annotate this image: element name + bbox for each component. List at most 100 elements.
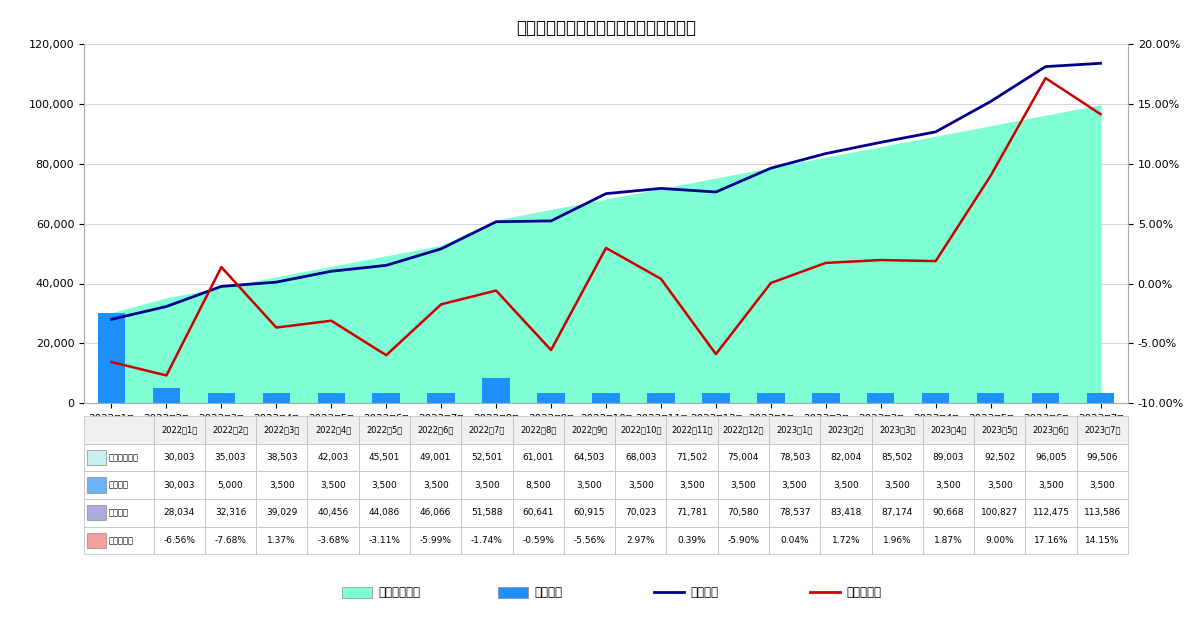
Text: 3,500: 3,500 <box>781 481 808 490</box>
Bar <box>461 471 512 499</box>
Bar <box>769 471 821 499</box>
Text: 2022年2月: 2022年2月 <box>212 425 248 434</box>
Bar <box>359 416 410 444</box>
Bar <box>974 527 1026 554</box>
Bar <box>923 499 974 527</box>
Bar <box>593 392 619 403</box>
Text: 113,586: 113,586 <box>1084 508 1121 517</box>
Text: 2022年6月: 2022年6月 <box>418 425 454 434</box>
Text: 評価金額: 評価金額 <box>109 508 130 517</box>
Bar <box>718 527 769 554</box>
Bar <box>923 527 974 554</box>
Text: 45,501: 45,501 <box>368 453 400 462</box>
Bar <box>616 499 666 527</box>
Bar <box>359 499 410 527</box>
Bar <box>97 313 125 403</box>
Bar <box>1026 499 1076 527</box>
Bar <box>769 527 821 554</box>
Bar <box>86 450 107 465</box>
Text: 評価損益率: 評価損益率 <box>846 586 881 598</box>
Bar <box>923 471 974 499</box>
Bar <box>564 416 616 444</box>
Bar <box>564 471 616 499</box>
Text: 3,500: 3,500 <box>936 481 961 490</box>
Text: 30,003: 30,003 <box>163 481 194 490</box>
Bar <box>666 416 718 444</box>
Text: 35,003: 35,003 <box>215 453 246 462</box>
Text: 0.04%: 0.04% <box>780 536 809 545</box>
Bar <box>154 471 205 499</box>
Text: -7.68%: -7.68% <box>215 536 246 545</box>
Text: 60,915: 60,915 <box>574 508 605 517</box>
Bar <box>307 499 359 527</box>
Text: 2023年2月: 2023年2月 <box>828 425 864 434</box>
Bar <box>307 416 359 444</box>
Bar <box>359 527 410 554</box>
Bar <box>871 471 923 499</box>
Text: 8,500: 8,500 <box>526 481 551 490</box>
Text: 2022年11月: 2022年11月 <box>671 425 713 434</box>
Text: 70,023: 70,023 <box>625 508 656 517</box>
Text: 60,641: 60,641 <box>522 508 554 517</box>
Bar <box>152 388 180 403</box>
Text: 78,537: 78,537 <box>779 508 810 517</box>
Text: 51,588: 51,588 <box>472 508 503 517</box>
Text: 85,502: 85,502 <box>882 453 913 462</box>
Bar <box>718 444 769 471</box>
Text: 評価金額: 評価金額 <box>690 586 718 598</box>
Bar <box>868 392 894 403</box>
Text: 42,003: 42,003 <box>318 453 349 462</box>
Text: 9.00%: 9.00% <box>985 536 1014 545</box>
Text: 3,500: 3,500 <box>474 481 500 490</box>
Bar <box>821 527 871 554</box>
Text: 2.97%: 2.97% <box>626 536 655 545</box>
Text: 2022年8月: 2022年8月 <box>520 425 557 434</box>
Bar <box>1076 471 1128 499</box>
Text: 受渡金額合計: 受渡金額合計 <box>109 453 139 462</box>
Bar <box>208 392 235 403</box>
Text: 3,500: 3,500 <box>884 481 910 490</box>
Text: 5,000: 5,000 <box>217 481 244 490</box>
Bar <box>512 499 564 527</box>
Text: 14.15%: 14.15% <box>1085 536 1120 545</box>
Bar <box>1026 444 1076 471</box>
Text: -5.90%: -5.90% <box>727 536 760 545</box>
Bar <box>1032 392 1060 403</box>
Text: 2023年7月: 2023年7月 <box>1084 425 1121 434</box>
Bar <box>1076 499 1128 527</box>
Text: 3,500: 3,500 <box>986 481 1013 490</box>
Text: 39,029: 39,029 <box>266 508 298 517</box>
Text: 112,475: 112,475 <box>1032 508 1069 517</box>
Bar <box>84 471 154 499</box>
Bar <box>512 527 564 554</box>
Bar <box>666 499 718 527</box>
Bar <box>256 444 307 471</box>
Text: 0.39%: 0.39% <box>678 536 707 545</box>
Bar <box>616 416 666 444</box>
Bar <box>263 392 290 403</box>
Bar <box>616 444 666 471</box>
Bar <box>86 478 107 493</box>
Bar <box>769 416 821 444</box>
Text: -6.56%: -6.56% <box>163 536 196 545</box>
Bar <box>427 392 455 403</box>
Bar <box>307 527 359 554</box>
Bar <box>410 444 461 471</box>
Bar <box>84 527 154 554</box>
Bar <box>718 416 769 444</box>
Bar <box>84 416 154 444</box>
Bar <box>205 527 256 554</box>
Bar <box>538 392 565 403</box>
Bar <box>1076 416 1128 444</box>
Text: 78,503: 78,503 <box>779 453 810 462</box>
Bar <box>871 527 923 554</box>
Bar <box>461 499 512 527</box>
Bar <box>1087 392 1115 403</box>
Bar <box>461 416 512 444</box>
Text: 71,502: 71,502 <box>677 453 708 462</box>
Text: 3,500: 3,500 <box>320 481 346 490</box>
Bar <box>307 471 359 499</box>
Text: 2023年3月: 2023年3月 <box>878 425 916 434</box>
Bar <box>1076 444 1128 471</box>
Text: 17.16%: 17.16% <box>1034 536 1068 545</box>
